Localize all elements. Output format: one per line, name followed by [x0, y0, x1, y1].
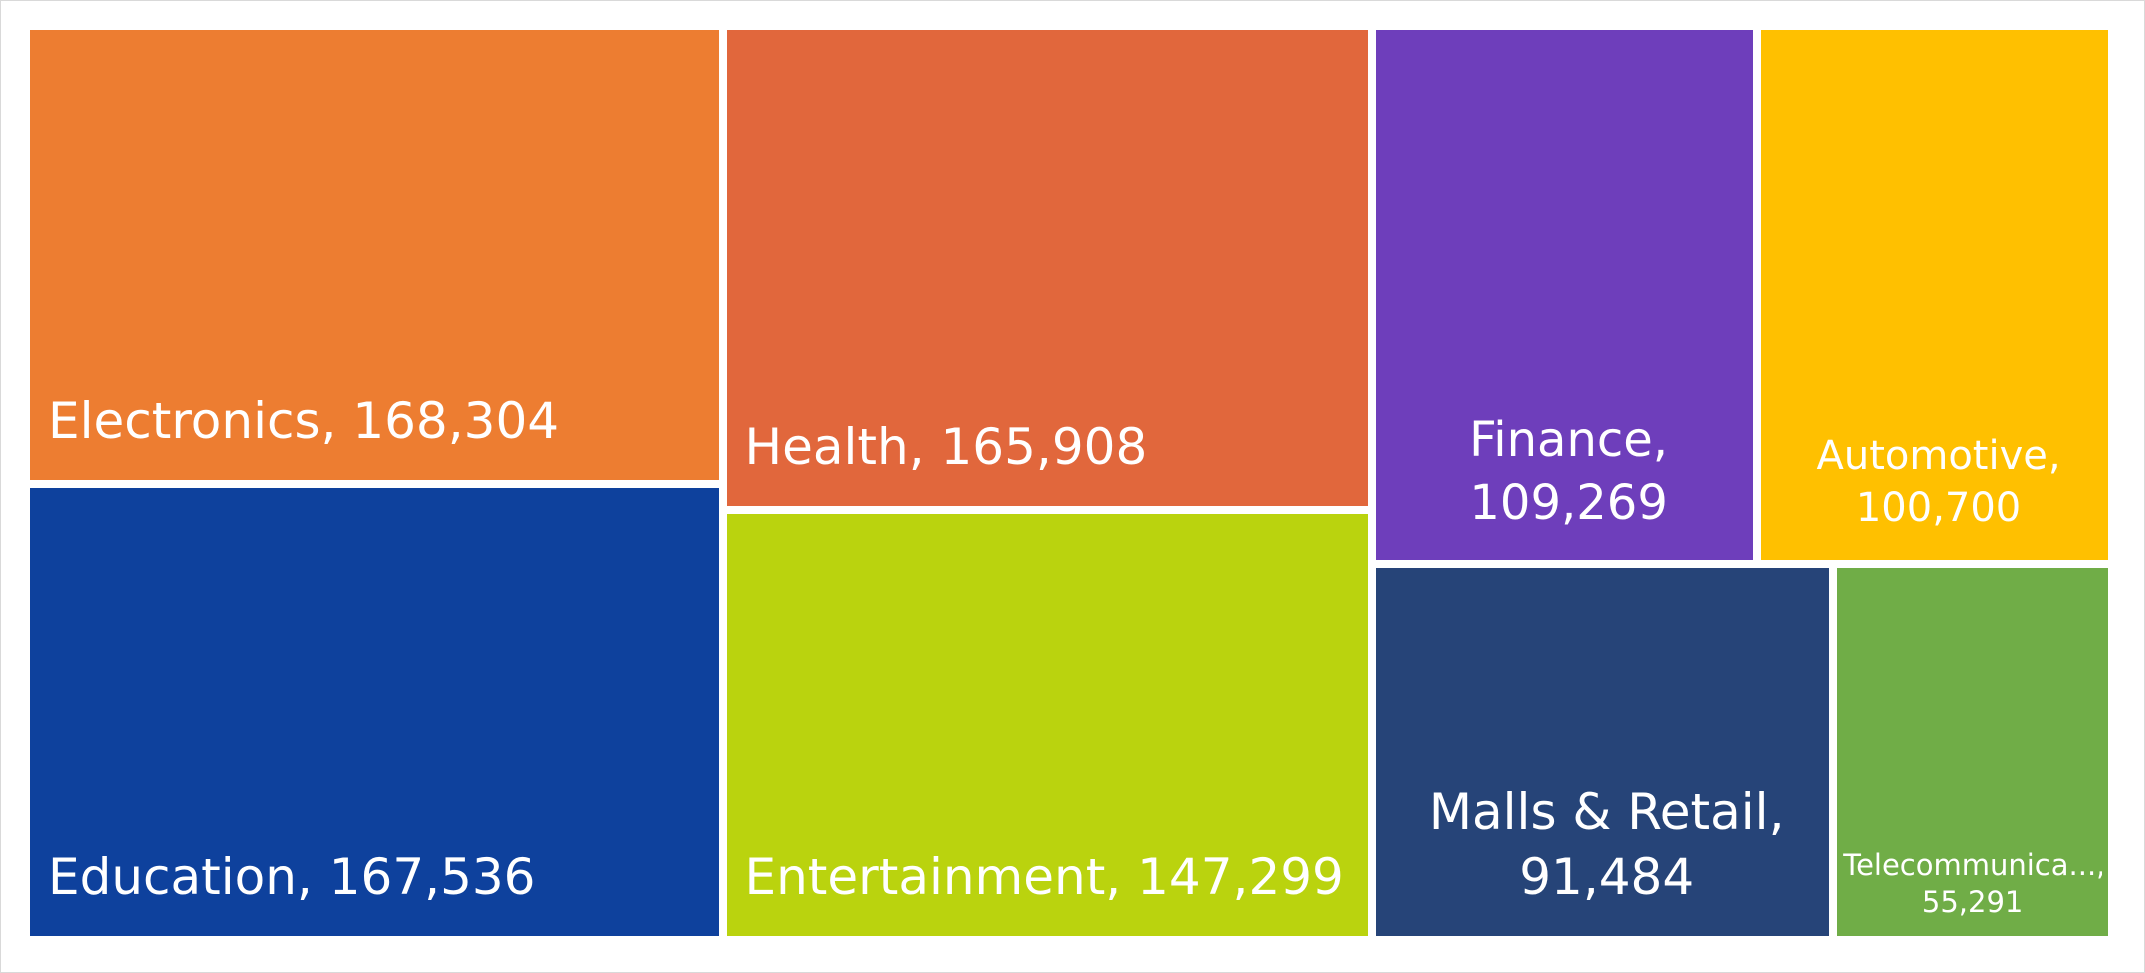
data-label: Health, 165,908	[745, 415, 1359, 480]
treemap-tile-health[interactable]: Health, 165,908	[726, 30, 1369, 507]
data-label-value: 168,304	[352, 392, 560, 451]
data-label-name: Malls & Retail,	[1428, 782, 1785, 841]
data-label-name: Automotive,	[1816, 432, 2061, 479]
data-label-value: 165,908	[940, 418, 1148, 477]
data-label: Education, 167,536	[48, 845, 709, 910]
data-label-name: Telecommunica...,	[1843, 847, 2102, 882]
treemap-tile-automotive[interactable]: Automotive, 100,700	[1761, 30, 2108, 560]
treemap-tile-finance[interactable]: Finance, 109,269	[1376, 30, 1754, 560]
data-label-value: 100,700	[1855, 484, 2022, 531]
data-label: Telecommunica..., 55,291	[1843, 847, 2102, 922]
data-label-value: 147,299	[1137, 847, 1344, 906]
treemap-tile-entertainment[interactable]: Entertainment, 147,299	[726, 514, 1369, 936]
data-label-name: Education,	[48, 847, 313, 906]
data-label-value: 167,536	[328, 847, 536, 906]
data-label-name: Entertainment,	[744, 847, 1122, 906]
data-label-value: 91,484	[1519, 847, 1695, 906]
data-label: Malls & Retail, 91,484	[1394, 780, 1819, 910]
data-label: Automotive, 100,700	[1779, 430, 2098, 534]
treemap-tile-electronics[interactable]: Electronics, 168,304	[30, 30, 719, 481]
data-label-name: Finance,	[1469, 412, 1669, 469]
data-label-value: 55,291	[1921, 885, 2024, 920]
data-label-name: Electronics,	[48, 392, 337, 451]
data-label: Entertainment, 147,299	[745, 845, 1359, 910]
treemap-plot: Electronics, 168,304 Education, 167,536 He…	[30, 30, 2116, 944]
data-label-value: 109,269	[1469, 474, 1668, 531]
data-label-name: Health,	[744, 418, 925, 477]
treemap-tile-education[interactable]: Education, 167,536	[30, 488, 719, 936]
data-label: Electronics, 168,304	[48, 389, 709, 454]
data-label: Finance, 109,269	[1394, 409, 1743, 534]
treemap-tile-telecommunica[interactable]: Telecommunica..., 55,291	[1837, 567, 2108, 936]
treemap-tile-malls-retail[interactable]: Malls & Retail, 91,484	[1376, 567, 1830, 936]
